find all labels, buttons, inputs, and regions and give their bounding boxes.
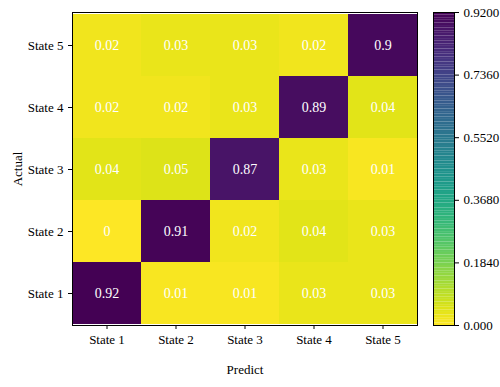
svg-text:0.03: 0.03 bbox=[233, 38, 258, 53]
svg-text:0.04: 0.04 bbox=[302, 224, 327, 239]
svg-text:State 5: State 5 bbox=[28, 38, 64, 53]
svg-text:0.87: 0.87 bbox=[233, 162, 258, 177]
svg-text:0.03: 0.03 bbox=[371, 286, 396, 301]
svg-text:0.9200: 0.9200 bbox=[464, 5, 500, 20]
svg-text:0: 0 bbox=[104, 224, 111, 239]
svg-text:0.92: 0.92 bbox=[95, 286, 120, 301]
svg-text:0.05: 0.05 bbox=[164, 162, 189, 177]
svg-text:0.91: 0.91 bbox=[164, 224, 189, 239]
svg-text:0.03: 0.03 bbox=[302, 162, 327, 177]
svg-text:State 1: State 1 bbox=[89, 332, 125, 347]
svg-text:0.02: 0.02 bbox=[233, 224, 258, 239]
svg-text:0.5520: 0.5520 bbox=[464, 130, 500, 145]
svg-text:0.04: 0.04 bbox=[95, 162, 120, 177]
svg-text:State 3: State 3 bbox=[227, 332, 263, 347]
svg-text:Predict: Predict bbox=[227, 362, 264, 377]
svg-text:State 2: State 2 bbox=[28, 224, 64, 239]
svg-text:State 2: State 2 bbox=[158, 332, 194, 347]
svg-text:State 3: State 3 bbox=[28, 162, 64, 177]
svg-text:0.01: 0.01 bbox=[164, 286, 189, 301]
svg-text:0.9: 0.9 bbox=[374, 38, 392, 53]
svg-text:0.01: 0.01 bbox=[233, 286, 258, 301]
svg-text:0.03: 0.03 bbox=[164, 38, 189, 53]
svg-text:0.01: 0.01 bbox=[371, 162, 396, 177]
svg-text:0.02: 0.02 bbox=[302, 38, 327, 53]
svg-text:0.03: 0.03 bbox=[371, 224, 396, 239]
svg-text:0.89: 0.89 bbox=[302, 100, 327, 115]
svg-text:State 4: State 4 bbox=[28, 100, 64, 115]
svg-text:State 4: State 4 bbox=[296, 332, 332, 347]
svg-text:0.02: 0.02 bbox=[164, 100, 189, 115]
svg-text:State 1: State 1 bbox=[28, 286, 64, 301]
svg-text:0.7360: 0.7360 bbox=[464, 67, 500, 82]
svg-text:0.1840: 0.1840 bbox=[464, 255, 500, 270]
svg-text:State 5: State 5 bbox=[365, 332, 401, 347]
svg-text:0.000: 0.000 bbox=[464, 318, 493, 333]
svg-text:0.02: 0.02 bbox=[95, 100, 120, 115]
svg-text:0.03: 0.03 bbox=[302, 286, 327, 301]
svg-text:0.02: 0.02 bbox=[95, 38, 120, 53]
svg-text:0.3680: 0.3680 bbox=[464, 192, 500, 207]
svg-text:0.04: 0.04 bbox=[371, 100, 396, 115]
svg-text:Actual: Actual bbox=[10, 151, 25, 186]
svg-text:0.03: 0.03 bbox=[233, 100, 258, 115]
